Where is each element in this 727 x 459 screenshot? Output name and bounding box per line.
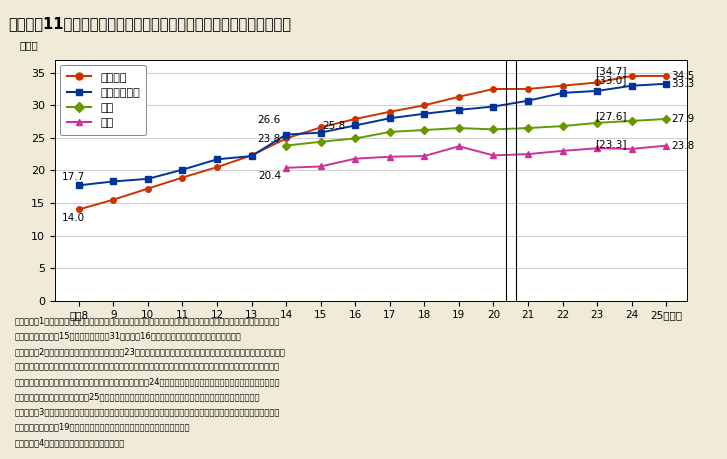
都道府県 (316, 125, 325, 130)
都道府県 (593, 80, 601, 85)
市区 (351, 136, 360, 141)
Text: 20.4: 20.4 (258, 171, 281, 181)
都道府県 (420, 102, 429, 108)
都道府県 (627, 73, 636, 78)
都道府県 (282, 136, 291, 141)
Text: 26.6: 26.6 (257, 115, 281, 125)
市区 (385, 129, 394, 134)
政令指定都市 (351, 123, 360, 128)
市区 (627, 118, 636, 123)
Line: 政令指定都市: 政令指定都市 (76, 81, 669, 188)
都道府県 (558, 83, 567, 89)
町村 (627, 146, 636, 151)
Text: 2．東日本大震災の影響により、平成23年の数値には、岩手県の一部（花巻市、陸前高田市、釜石市、大槌: 2．東日本大震災の影響により、平成23年の数値には、岩手県の一部（花巻市、陸前高… (15, 347, 286, 356)
町村 (282, 165, 291, 171)
政令指定都市 (489, 104, 498, 109)
市区 (523, 125, 532, 131)
Text: 25.8: 25.8 (322, 121, 345, 131)
都道府県 (143, 186, 152, 191)
市区 (316, 139, 325, 145)
Text: 23.8: 23.8 (672, 140, 695, 151)
Text: 町）、宮城県の一部（女川町、南三陸町）、福島県の一部（南相馬市、下郷町、広野町、楢葉町、富岡: 町）、宮城県の一部（女川町、南三陸町）、福島県の一部（南相馬市、下郷町、広野町、… (15, 362, 280, 371)
政令指定都市 (109, 179, 118, 184)
政令指定都市 (74, 183, 83, 188)
Line: 市区: 市区 (284, 116, 669, 148)
Text: 3．都道府県及び政令指定都市については、目標設定を行っている地方公共団体の審議会等について集計。: 3．都道府県及び政令指定都市については、目標設定を行っている地方公共団体の審議会… (15, 408, 280, 417)
Text: 34.5: 34.5 (672, 71, 695, 81)
市区 (420, 127, 429, 133)
Text: 27.9: 27.9 (672, 114, 695, 124)
町村 (454, 144, 463, 149)
Text: [23.3]: [23.3] (595, 140, 627, 149)
都道府県 (523, 86, 532, 92)
Text: 23.8: 23.8 (257, 134, 281, 144)
市区 (593, 120, 601, 126)
政令指定都市 (523, 98, 532, 103)
政令指定都市 (316, 130, 325, 135)
Text: [27.6]: [27.6] (595, 112, 627, 121)
町村 (351, 156, 360, 162)
都道府県 (351, 116, 360, 122)
Text: １－１－11図　地方公共団体の審議会等における女性委員割合の推移: １－１－11図 地方公共団体の審議会等における女性委員割合の推移 (9, 17, 292, 32)
市区 (489, 127, 498, 132)
市区 (558, 123, 567, 129)
政令指定都市 (593, 88, 601, 94)
Text: 町、大熊町、双葉町、浪江町、飯舘村）が、24年の数値には、福島県の一部（川内村、大熊町、葛尾: 町、大熊町、双葉町、浪江町、飯舘村）が、24年の数値には、福島県の一部（川内村、… (15, 377, 280, 386)
Text: 14.0: 14.0 (62, 213, 84, 223)
政令指定都市 (558, 90, 567, 95)
町村 (489, 153, 498, 158)
都道府県 (454, 94, 463, 100)
政令指定都市 (178, 167, 187, 173)
市区 (662, 116, 670, 122)
政令指定都市 (454, 107, 463, 112)
Text: 平成15年までは各年３月31日現在。16年以降は原則として各年４月１日現在。: 平成15年までは各年３月31日現在。16年以降は原則として各年４月１日現在。 (15, 332, 241, 341)
政令指定都市 (420, 111, 429, 117)
町村 (523, 151, 532, 157)
都道府県 (489, 86, 498, 92)
Text: [33.0]: [33.0] (595, 76, 627, 85)
都道府県 (385, 109, 394, 115)
町村 (420, 153, 429, 159)
町村 (662, 143, 670, 148)
市区 (282, 143, 291, 148)
都道府県 (109, 197, 118, 202)
Line: 都道府県: 都道府県 (76, 73, 669, 212)
都道府県 (247, 153, 256, 158)
Text: 17.7: 17.7 (62, 172, 84, 182)
Text: 平成19年以前のデータは、それぞれの女性割合を単純平均。: 平成19年以前のデータは、それぞれの女性割合を単純平均。 (15, 423, 190, 432)
都道府県 (178, 175, 187, 180)
政令指定都市 (143, 176, 152, 182)
政令指定都市 (662, 81, 670, 86)
Text: （％）: （％） (20, 40, 39, 50)
Text: （備考）　1．内閣府「地方公共団体における男女共同参画社会の形成又は女性に関する施策の推進状況」より作成。: （備考） 1．内閣府「地方公共団体における男女共同参画社会の形成又は女性に関する… (15, 317, 280, 326)
都道府県 (212, 164, 221, 170)
町村 (316, 164, 325, 169)
Legend: 都道府県, 政令指定都市, 市区, 町村: 都道府県, 政令指定都市, 市区, 町村 (60, 65, 147, 135)
政令指定都市 (212, 157, 221, 162)
町村 (385, 154, 394, 159)
Text: 33.3: 33.3 (672, 79, 695, 89)
政令指定都市 (247, 153, 256, 159)
都道府県 (74, 207, 83, 212)
政令指定都市 (385, 116, 394, 121)
政令指定都市 (627, 83, 636, 89)
Line: 町村: 町村 (284, 143, 669, 171)
市区 (454, 125, 463, 131)
Text: 村、飯舘村）が、25年の数値には、福島県の一部（浪江町）が、それぞれ含まれていない。: 村、飯舘村）が、25年の数値には、福島県の一部（浪江町）が、それぞれ含まれていな… (15, 392, 260, 402)
政令指定都市 (282, 132, 291, 137)
町村 (593, 146, 601, 151)
Text: [34.7]: [34.7] (595, 67, 627, 76)
都道府県 (662, 73, 670, 78)
Text: 4．市区には、政令指定都市を含む。: 4．市区には、政令指定都市を含む。 (15, 438, 125, 447)
町村 (558, 148, 567, 154)
